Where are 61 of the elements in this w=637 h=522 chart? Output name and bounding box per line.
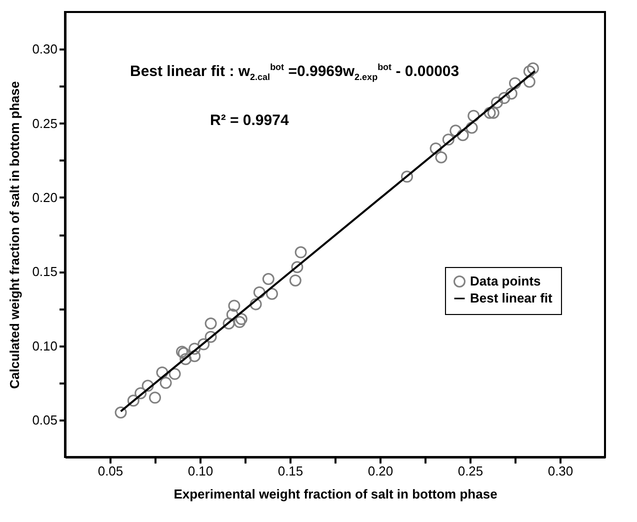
point: [262, 273, 274, 285]
legend-label: Data points: [470, 274, 541, 288]
text: 0.20: [368, 464, 394, 478]
point: [204, 318, 217, 330]
x-tick-label: 0.25: [458, 464, 484, 478]
legend-label: Best linear fit: [470, 290, 554, 306]
point: [442, 134, 454, 146]
point: [142, 380, 154, 392]
point: [149, 392, 161, 404]
x-axis-title: Experimental weight fraction of salt in bottom phase: [174, 486, 498, 502]
point: [505, 88, 518, 100]
point: [114, 406, 127, 418]
y-axis-title: Calculated weight fraction of salt in bottom phase: [7, 81, 22, 389]
point: [487, 106, 500, 119]
point: [234, 316, 246, 328]
point: [188, 342, 201, 355]
point: [498, 92, 510, 104]
point: [435, 151, 448, 164]
point: [491, 96, 503, 108]
y-tick-label: 0.05: [32, 412, 58, 428]
point: [156, 366, 168, 378]
point: [180, 353, 192, 366]
point: [235, 313, 248, 326]
point: [466, 122, 478, 134]
text: 0.30: [32, 42, 58, 57]
point: [450, 124, 462, 137]
point: [127, 394, 140, 407]
point: [401, 170, 413, 183]
annotation: Best linear fit : w$_{2.cal}$$^{bot}$ =0.9969w$_{2.exp}$$^{bot}$ - 0.00003: [130, 62, 460, 82]
point: [226, 308, 238, 321]
point: [266, 288, 278, 300]
point: [204, 330, 217, 343]
text: 0.10: [32, 338, 58, 354]
point: [509, 77, 521, 90]
point: [527, 62, 539, 74]
point: [253, 286, 266, 298]
y-tick-label: 0.25: [32, 116, 58, 131]
point: [289, 274, 302, 286]
point: [222, 318, 235, 330]
point: [456, 129, 469, 142]
point: [468, 110, 480, 122]
point: [294, 246, 307, 258]
point: [523, 76, 536, 88]
point: [168, 368, 181, 380]
x-tick-label: 0.15: [278, 464, 304, 478]
point: [228, 300, 240, 312]
point: [160, 376, 172, 389]
y-tick-label: 0.15: [32, 264, 58, 280]
point: [250, 298, 262, 310]
point: [484, 106, 496, 119]
annotation: R² = 0.9974: [210, 112, 289, 129]
point: [198, 338, 210, 350]
point: [291, 261, 304, 274]
point: [188, 350, 201, 362]
text: 0.20: [32, 190, 58, 205]
point: [523, 65, 536, 78]
text: 0.10: [188, 464, 214, 478]
point: [430, 142, 442, 154]
point: [134, 387, 147, 400]
x-tick-label: 0.05: [98, 464, 124, 478]
text: 0.30: [548, 464, 574, 478]
